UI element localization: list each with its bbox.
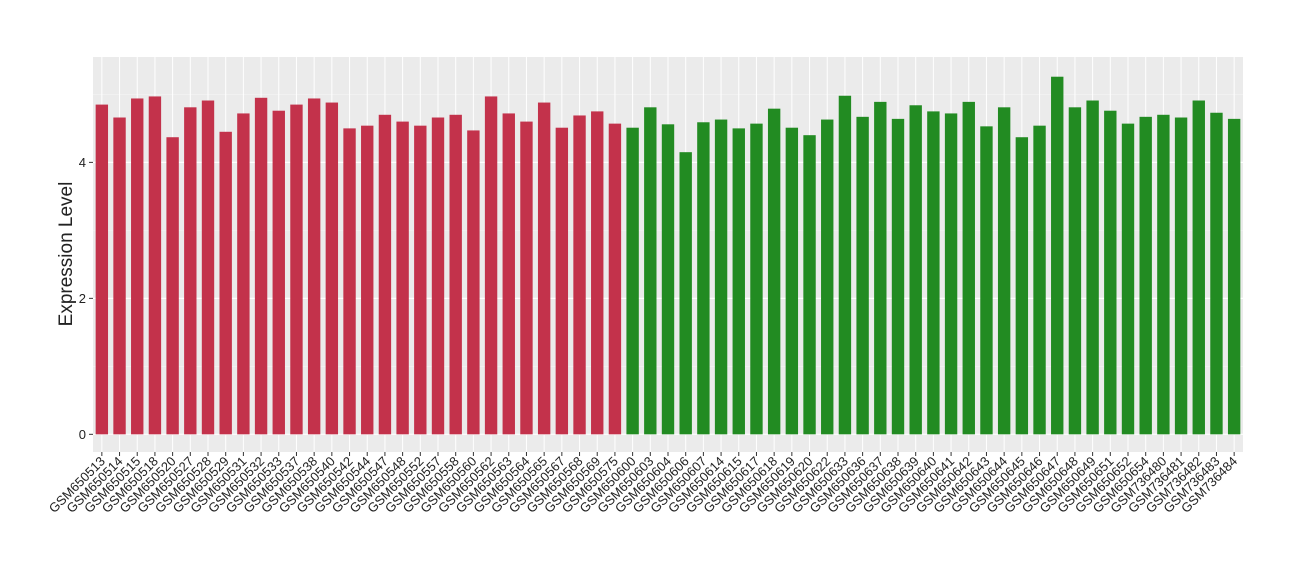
bar: [1157, 114, 1170, 435]
bar: [502, 113, 515, 435]
bar: [431, 117, 445, 435]
bar: [980, 126, 993, 435]
bar: [1210, 112, 1223, 435]
bar: [732, 128, 745, 435]
bar: [307, 98, 321, 435]
bar: [1033, 125, 1046, 435]
bar: [537, 102, 551, 435]
bar: [484, 96, 498, 435]
bar: [644, 107, 657, 435]
bar: [1068, 107, 1082, 435]
bar: [166, 137, 179, 435]
bar: [1104, 110, 1117, 435]
bar: [909, 105, 922, 435]
bar: [874, 101, 887, 435]
bar: [290, 104, 303, 435]
bar: [1086, 100, 1099, 435]
bar: [1051, 76, 1064, 435]
bar: [1015, 137, 1029, 435]
bar: [785, 127, 799, 435]
bar: [661, 124, 675, 435]
bar: [608, 123, 622, 435]
y-tick-label: 0: [79, 427, 86, 442]
bar: [679, 152, 692, 435]
bar: [714, 119, 728, 435]
bar: [201, 100, 215, 435]
bar: [237, 113, 250, 435]
bar: [1174, 117, 1188, 435]
bar: [856, 116, 869, 435]
bar: [131, 98, 144, 435]
bar: [219, 131, 232, 435]
bar: [1192, 100, 1205, 435]
bar: [1139, 116, 1152, 435]
bar: [750, 123, 763, 435]
bar: [1227, 118, 1241, 435]
bar: [591, 111, 604, 435]
bar: [962, 101, 975, 435]
bar: [325, 102, 339, 435]
bar: [1121, 123, 1135, 435]
y-tick-label: 4: [79, 155, 86, 170]
bar: [555, 127, 569, 435]
bar: [821, 119, 834, 435]
bar: [467, 130, 480, 435]
bar: [272, 110, 285, 435]
bar: [343, 128, 356, 435]
y-tick-label: 2: [79, 291, 86, 306]
y-axis-label: Expression Level: [56, 182, 77, 327]
bar: [254, 97, 268, 435]
bar: [449, 114, 462, 435]
bar: [838, 95, 852, 435]
bar: [361, 125, 374, 435]
bar: [767, 108, 781, 435]
bar: [520, 121, 533, 435]
bar: [927, 111, 940, 435]
bar: [95, 104, 109, 435]
bar: [944, 113, 958, 435]
bar: [396, 121, 409, 435]
bar: [378, 114, 392, 435]
bar: [414, 125, 427, 435]
bar: [803, 135, 816, 435]
bar: [891, 118, 905, 435]
bar: [997, 107, 1011, 435]
bar: [626, 127, 639, 435]
bar: [148, 96, 162, 435]
bar: [184, 107, 197, 435]
bar: [697, 122, 710, 435]
bar: [113, 117, 126, 435]
bar: [573, 115, 586, 435]
